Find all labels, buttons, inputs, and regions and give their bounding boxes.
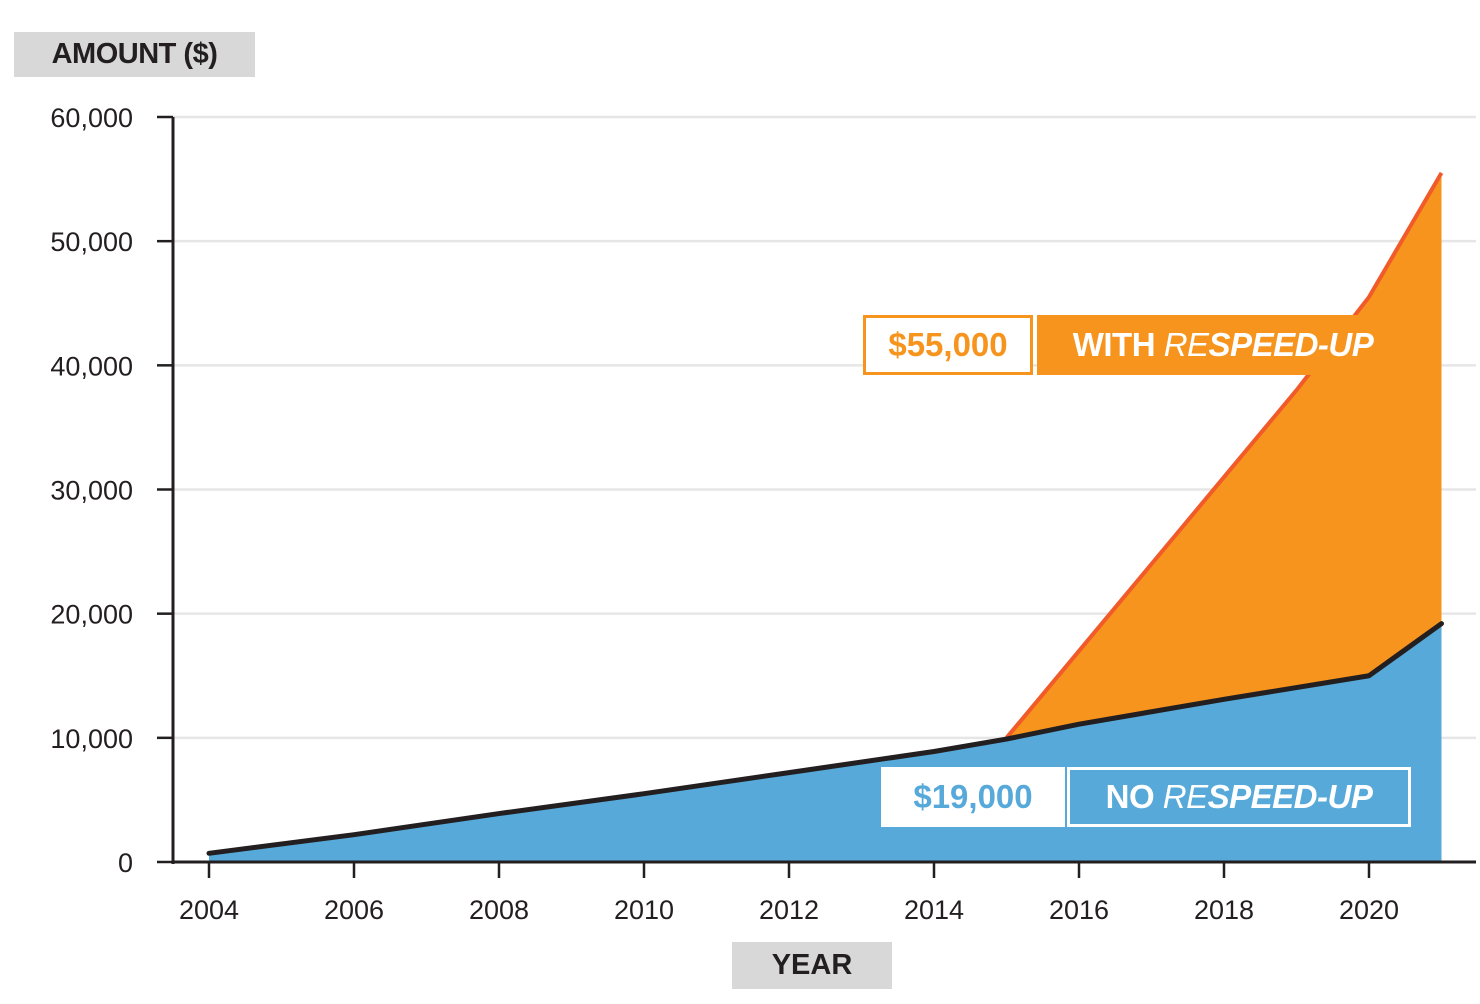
- x-tick-label-2020: 2020: [1339, 895, 1399, 925]
- no-respeed-up-label-re: RE: [1162, 778, 1208, 815]
- x-tick-label-2014: 2014: [904, 895, 964, 925]
- line-with-respeed-up: [1004, 171, 1444, 740]
- y-axis-label: AMOUNT ($): [14, 32, 255, 77]
- axes: [157, 115, 1476, 878]
- y-tick-label-10,000: 10,000: [50, 724, 133, 754]
- x-tick-label-2008: 2008: [469, 895, 529, 925]
- area-with-respeed-up: [1006, 172, 1442, 740]
- x-tick-label-2004: 2004: [179, 895, 239, 925]
- y-tick-label-50,000: 50,000: [50, 227, 133, 257]
- with-respeed-up-label: WITH RE SPEED-UP: [1037, 315, 1409, 375]
- line-no-respeed-up: [206, 621, 1444, 856]
- y-tick-label-20,000: 20,000: [50, 600, 133, 630]
- y-tick-label-60,000: 60,000: [50, 103, 133, 133]
- with-respeed-up-label-rest: SPEED-UP: [1208, 326, 1374, 363]
- with-respeed-up-callout: $55,000 WITH RE SPEED-UP: [863, 315, 1409, 375]
- no-respeed-up-label-rest: SPEED-UP: [1207, 778, 1373, 815]
- no-respeed-up-callout: $19,000 NO RE SPEED-UP: [881, 767, 1411, 827]
- x-tick-label-2010: 2010: [614, 895, 674, 925]
- x-axis-label: YEAR: [732, 942, 892, 989]
- y-tick-label-0: 0: [118, 848, 133, 878]
- tick-labels: 0 10,000 20,000 30,000 40,000 50,000 60,000 200…: [50, 103, 1399, 925]
- x-tick-label-2016: 2016: [1049, 895, 1109, 925]
- no-respeed-up-label-prefix: NO: [1105, 778, 1163, 815]
- y-tick-label-30,000: 30,000: [50, 476, 133, 506]
- x-tick-label-2006: 2006: [324, 895, 384, 925]
- with-respeed-up-label-prefix: WITH: [1072, 326, 1164, 363]
- no-respeed-up-label: NO RE SPEED-UP: [1067, 767, 1411, 827]
- with-respeed-up-label-re: RE: [1163, 326, 1209, 363]
- area-layer: [206, 171, 1444, 862]
- y-tick-label-40,000: 40,000: [50, 351, 133, 381]
- with-respeed-up-amount: $55,000: [863, 315, 1033, 375]
- no-respeed-up-amount: $19,000: [881, 767, 1065, 827]
- x-tick-label-2012: 2012: [759, 895, 819, 925]
- x-tick-label-2018: 2018: [1194, 895, 1254, 925]
